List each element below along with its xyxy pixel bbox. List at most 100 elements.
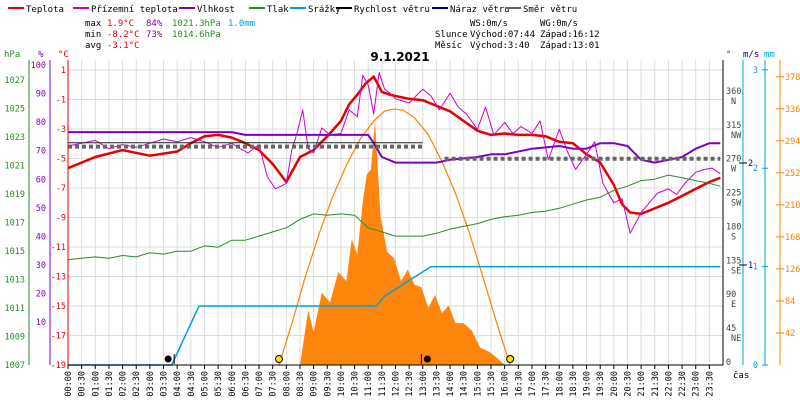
moon-rise: Východ:3:40: [470, 41, 530, 51]
axis-unit-hpa: hPa: [4, 50, 20, 60]
x-tick-label: 07:00: [255, 371, 265, 397]
x-tick-label: 07:30: [269, 371, 279, 397]
degc-tick-label: -15: [51, 302, 66, 312]
x-tick-label: 05:00: [200, 371, 210, 397]
hpa-tick-label: 1027: [5, 76, 25, 86]
solar-theoretical-curve: [278, 108, 511, 366]
x-tick-label: 08:30: [296, 371, 306, 397]
axis-unit-time: čas: [733, 370, 749, 381]
dir-letter-label: SE: [731, 266, 741, 276]
x-tick-label: 15:30: [487, 371, 497, 397]
dir-letter-label: SW: [731, 199, 742, 209]
x-tick-label: 16:30: [514, 371, 524, 397]
dir-letter-label: S: [731, 232, 736, 242]
deg-tick-label: 180: [726, 222, 741, 232]
pct-tick-label: 10: [36, 318, 46, 328]
x-tick-label: 00:30: [78, 371, 88, 397]
stats-min-press: 1014.6hPa: [172, 30, 221, 40]
x-tick-label: 10:00: [337, 371, 347, 397]
deg-tick-label: 225: [726, 189, 741, 199]
legend-label: Tlak: [267, 5, 289, 15]
pct-tick-label: 50: [36, 204, 46, 214]
pct-tick-label: 40: [36, 232, 46, 242]
x-tick-label: 13:30: [432, 371, 442, 397]
degc-tick-label: -7: [56, 184, 66, 194]
x-tick-label: 02:00: [119, 371, 129, 397]
axis-unit-ms: m/s: [743, 50, 759, 60]
legend-label: Rychlost větru: [354, 5, 430, 15]
x-tick-label: 23:30: [705, 371, 715, 397]
x-tick-label: 03:30: [160, 371, 170, 397]
wm2-tick-label: 336: [785, 105, 800, 115]
stats-min-temp: -8.2°C: [107, 30, 140, 40]
series-humidity: [68, 131, 721, 164]
hpa-tick-label: 1021: [5, 162, 25, 172]
mm-tick-label: 2: [753, 164, 758, 174]
axis-unit-pct: %: [38, 50, 44, 60]
sun-rise: Východ:07:44: [470, 30, 535, 40]
stats-avg-label: avg: [85, 41, 101, 51]
sun-set: Západ:16:12: [540, 30, 600, 40]
legend-label: Náraz větru: [450, 5, 510, 15]
wm2-tick-label: 252: [785, 169, 800, 179]
x-tick-label: 13:00: [419, 371, 429, 397]
x-tick-label: 01:30: [105, 371, 115, 397]
x-tick-label: 22:00: [664, 371, 674, 397]
sunrise-marker: [274, 355, 283, 363]
sun-wg: WG:0m/s: [540, 19, 578, 29]
stats-max-press: 1021.3hPa: [172, 19, 221, 29]
hpa-tick-label: 1015: [5, 247, 25, 257]
ms-tick-label: 2: [748, 159, 753, 169]
x-tick-label: 12:00: [392, 371, 402, 397]
x-tick-label: 17:30: [542, 371, 552, 397]
moonset-marker: [423, 355, 431, 363]
stats-max-rain: 1.0mm: [228, 19, 255, 29]
x-tick-label: 08:00: [282, 371, 292, 397]
hpa-tick-label: 1019: [5, 190, 25, 200]
wm2-tick-label: 210: [785, 201, 800, 211]
x-tick-label: 18:00: [555, 371, 565, 397]
degc-tick-label: -9: [56, 214, 66, 224]
deg-tick-label: 270: [726, 155, 741, 165]
deg-tick-label: 315: [726, 121, 741, 131]
degc-tick-label: -5: [56, 155, 66, 165]
hpa-tick-label: 1023: [5, 133, 25, 143]
wm2-tick-label: 168: [785, 233, 800, 243]
pct-tick-label: 30: [36, 261, 46, 271]
x-tick-label: 04:30: [187, 371, 197, 397]
deg-tick-label: 45: [726, 324, 736, 334]
sun-label: Slunce: [435, 30, 468, 40]
x-tick-label: 06:00: [228, 371, 238, 397]
x-tick-label: 12:30: [405, 371, 415, 397]
x-tick-label: 11:30: [378, 371, 388, 397]
pct-tick-label: 90: [36, 90, 46, 100]
stats-max-temp: 1.9°C: [107, 19, 134, 29]
x-tick-label: 15:00: [473, 371, 483, 397]
x-tick-label: 05:30: [214, 371, 224, 397]
x-tick-label: 10:30: [351, 371, 361, 397]
degc-tick-label: -1: [56, 96, 66, 106]
x-tick-label: 00:00: [64, 371, 74, 397]
legend-label: Směr větru: [523, 5, 577, 15]
dir-letter-label: N: [731, 97, 736, 107]
pct-tick-label: 100: [31, 61, 46, 71]
stats-min-label: min: [85, 30, 101, 40]
hpa-tick-label: 1011: [5, 304, 25, 314]
degc-tick-label: -3: [56, 125, 66, 135]
dir-letter-label: NE: [731, 334, 741, 344]
sunset-marker: [506, 355, 515, 363]
mm-tick-label: 0: [753, 361, 758, 371]
stats-max-hum: 84%: [146, 19, 163, 29]
x-tick-label: 17:00: [528, 371, 538, 397]
degc-tick-label: -13: [51, 273, 66, 283]
x-tick-label: 06:30: [241, 371, 251, 397]
x-tick-label: 20:00: [610, 371, 620, 397]
dir-letter-label: E: [731, 300, 736, 310]
legend-label: Teplota: [26, 5, 64, 15]
x-tick-label: 01:00: [91, 371, 101, 397]
x-tick-label: 14:00: [446, 371, 456, 397]
mm-tick-label: 3: [753, 66, 758, 76]
axis-unit-mm: mm: [764, 50, 775, 60]
x-tick-label: 21:00: [637, 371, 647, 397]
